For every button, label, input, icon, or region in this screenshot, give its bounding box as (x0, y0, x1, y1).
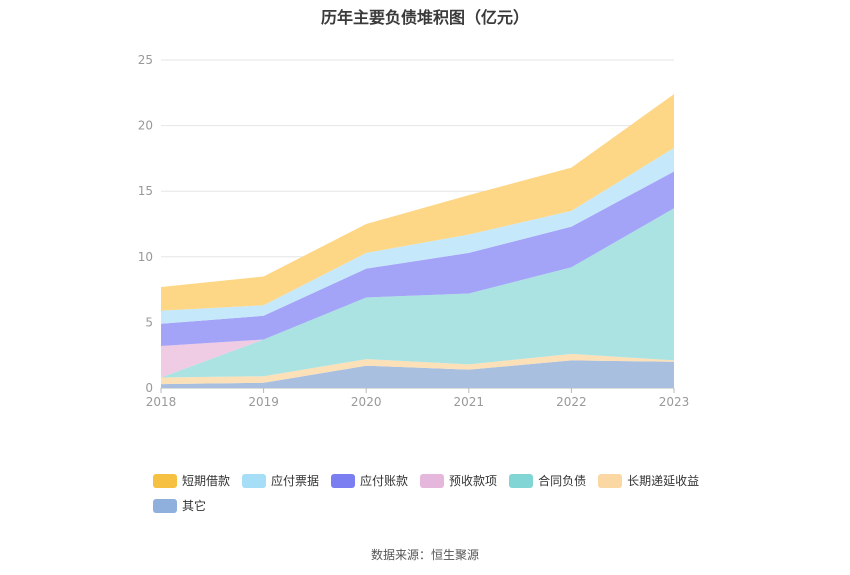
chart-legend: 短期借款 应付票据 应付账款 预收款项 合同负债 长期递延收益其它 (153, 472, 713, 514)
data-source-note: 数据来源：恒生聚源 (370, 548, 479, 562)
x-tick-label: 2020 (351, 395, 382, 409)
y-tick-label: 25 (138, 53, 153, 67)
area-series (161, 171, 674, 346)
x-tick-label: 2018 (146, 395, 177, 409)
legend-item[interactable]: 其它 (153, 497, 206, 514)
chart-title: 历年主要负债堆积图（亿元） (320, 8, 529, 27)
x-tick-label: 2019 (248, 395, 279, 409)
area-series (161, 208, 674, 378)
y-tick-label: 5 (145, 315, 153, 329)
legend-item[interactable]: 预收款项 (420, 472, 497, 489)
y-tick-label: 15 (138, 184, 153, 198)
y-tick-label: 0 (145, 381, 153, 395)
area-series (161, 353, 674, 385)
legend-swatch (153, 498, 177, 513)
legend-item[interactable]: 长期递延收益 (598, 472, 699, 489)
x-tick-label: 2023 (659, 395, 690, 409)
legend-label: 应付票据 (271, 474, 320, 488)
legend-swatch (598, 473, 623, 488)
legend-swatch (420, 473, 445, 488)
x-tick-label: 2021 (454, 395, 485, 409)
y-tick-label: 10 (138, 250, 153, 264)
legend-swatch (331, 473, 356, 488)
x-tick-label: 2022 (556, 395, 587, 409)
legend-label: 长期递延收益 (627, 474, 700, 488)
legend-swatch (153, 473, 177, 488)
legend-label: 其它 (182, 499, 207, 513)
legend-label: 应付账款 (360, 474, 409, 488)
legend-swatch (509, 473, 534, 488)
stacked-area-chart: 0 5 10 15 20 25 2018 2019 2020 2021 2022 2023 (138, 53, 690, 409)
legend-item[interactable]: 应付票据 (242, 472, 319, 489)
y-tick-label: 20 (138, 119, 153, 133)
legend-label: 合同负债 (538, 474, 587, 488)
area-series (161, 360, 674, 388)
area-series (161, 94, 674, 311)
legend-item[interactable]: 短期借款 (153, 472, 230, 489)
legend-item[interactable]: 合同负债 (509, 472, 586, 489)
legend-swatch (242, 473, 267, 488)
legend-item[interactable]: 应付账款 (331, 472, 408, 489)
legend-label: 短期借款 (182, 474, 231, 488)
legend-label: 预收款项 (449, 474, 498, 488)
